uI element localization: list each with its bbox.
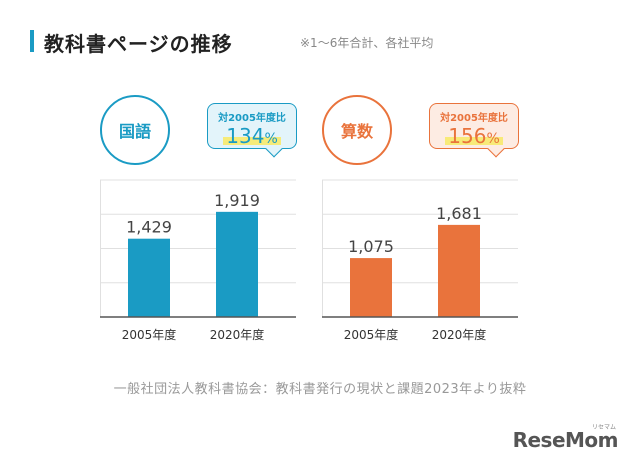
chart-note: ※1～6年合計、各社平均 <box>300 36 434 50</box>
bar <box>350 258 392 317</box>
data-label: 1,075 <box>348 237 394 256</box>
comparison-value: 134 <box>226 124 265 148</box>
bar <box>128 238 170 317</box>
comparison-label: 対2005年度比 <box>218 113 286 124</box>
category-label: 2005年度 <box>122 327 177 342</box>
logo-small-text: リセマム <box>591 424 616 431</box>
category-label: 2020年度 <box>432 327 487 342</box>
chart-panel-sansu: 1,075 2005年度 1,681 2020年度 算数 対2005年度比 156% <box>322 95 519 350</box>
logo-text: ReseMom <box>512 428 619 452</box>
category-label: 2005年度 <box>344 327 399 342</box>
source-footer: 一般社団法人教科書協会：教科書発行の現状と課題2023年より抜粋 <box>113 382 527 397</box>
bar <box>438 224 480 317</box>
chart-panel-kokugo: 1,429 2005年度 1,919 2020年度 国語 対2005年度比 134% <box>100 95 297 350</box>
subject-circle-sansu: 算数 <box>322 95 392 165</box>
resemom-logo: ReseMom リセマム <box>512 424 619 452</box>
comparison-unit: % <box>486 131 500 147</box>
category-label: 2020年度 <box>210 327 265 342</box>
title-accent-bar <box>30 30 34 52</box>
comparison-unit: % <box>264 131 278 147</box>
comparison-label: 対2005年度比 <box>440 113 508 124</box>
comparison-value: 156 <box>448 124 487 148</box>
comparison-bubble-kokugo: 対2005年度比 134% <box>207 103 297 158</box>
comparison-bubble-sansu: 対2005年度比 156% <box>429 103 519 158</box>
comparison-percent: 134% <box>223 124 281 148</box>
data-label: 1,919 <box>214 191 260 210</box>
page-title: 教科書ページの推移 <box>44 32 233 56</box>
data-label: 1,681 <box>436 204 482 223</box>
bar <box>216 211 258 317</box>
chart-kokugo: 1,429 2005年度 1,919 2020年度 <box>100 179 296 342</box>
subject-circle-kokugo: 国語 <box>100 95 170 165</box>
data-label: 1,429 <box>126 218 172 237</box>
comparison-percent: 156% <box>445 124 503 148</box>
chart-sansu: 1,075 2005年度 1,681 2020年度 <box>322 179 518 342</box>
